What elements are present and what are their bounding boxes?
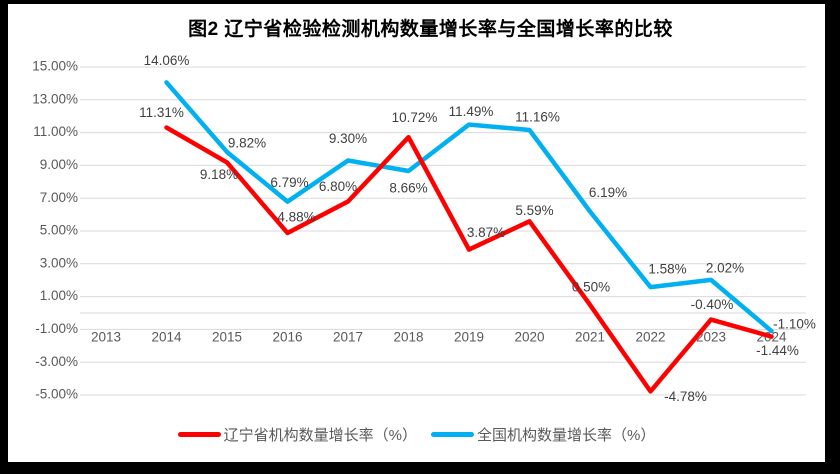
y-tick-label: 9.00% — [40, 157, 78, 172]
legend-label-liaoning: 辽宁省机构数量增长率（%） — [223, 427, 417, 444]
y-tick-label: 13.00% — [32, 91, 78, 106]
y-tick-label: 7.00% — [40, 190, 78, 205]
data-label: 6.79% — [270, 175, 308, 190]
legend-label-national: 全国机构数量增长率（%） — [477, 427, 656, 444]
data-label: 1.58% — [648, 262, 686, 277]
data-label: 8.66% — [389, 181, 427, 196]
data-label: 9.82% — [228, 136, 266, 151]
y-tick-label: -5.00% — [35, 387, 78, 402]
chart-legend: 辽宁省机构数量增长率（%） 全国机构数量增长率（%） — [8, 424, 825, 445]
data-label: -1.44% — [756, 343, 799, 358]
x-tick-label: 2017 — [333, 330, 363, 345]
data-label: 9.18% — [200, 167, 238, 182]
y-tick-label: 5.00% — [40, 223, 78, 238]
x-tick-label: 2014 — [151, 330, 182, 345]
data-label: 0.50% — [572, 279, 610, 294]
chart-title: 图2 辽宁省检验检测机构数量增长率与全国增长率的比较 — [188, 19, 673, 40]
data-label: 11.49% — [449, 104, 494, 119]
legend-line-swatch-national — [431, 432, 474, 437]
data-label: 2.02% — [706, 260, 744, 275]
x-tick-label: 2020 — [514, 330, 544, 345]
data-label: 5.59% — [515, 203, 553, 218]
line-chart-plot: 15.00% 13.00% 11.00% 9.00% 7.00% 5.00% 3.00% 1.… — [32, 53, 816, 404]
y-tick-label: 15.00% — [32, 59, 78, 74]
x-tick-label: 2022 — [635, 330, 665, 345]
data-label: 6.19% — [589, 185, 627, 200]
x-tick-label: 2015 — [212, 330, 242, 345]
x-tick-label: 2019 — [454, 330, 484, 345]
series-line-liaoning — [164, 125, 774, 394]
data-label: 4.88% — [277, 210, 315, 225]
y-tick-label: 3.00% — [40, 255, 78, 270]
data-label: 9.30% — [329, 131, 367, 146]
data-label: 10.72% — [392, 110, 438, 125]
y-tick-label: -1.00% — [35, 321, 78, 336]
y-tick-label: 1.00% — [40, 288, 78, 303]
data-label: 3.87% — [467, 225, 505, 240]
data-label: -0.40% — [691, 297, 734, 312]
series-line-national — [164, 80, 774, 334]
y-tick-label: -3.00% — [35, 354, 78, 369]
x-tick-label: 2018 — [393, 330, 423, 345]
y-tick-label: 11.00% — [33, 124, 78, 139]
data-label: -4.78% — [664, 389, 707, 404]
legend-item-national: 全国机构数量增长率（%） — [431, 424, 655, 445]
data-label: 14.06% — [144, 53, 190, 68]
data-label: -1.10% — [773, 317, 816, 332]
x-tick-label: 2013 — [91, 330, 121, 345]
x-tick-label: 2021 — [575, 330, 605, 345]
data-label: 6.80% — [319, 179, 357, 194]
data-label: 11.16% — [515, 110, 560, 125]
legend-item-liaoning: 辽宁省机构数量增长率（%） — [177, 424, 417, 445]
data-label: 11.31% — [139, 105, 184, 120]
x-tick-label: 2016 — [272, 330, 302, 345]
legend-line-swatch-liaoning — [177, 432, 221, 437]
x-tick-label: 2023 — [696, 330, 726, 345]
chart-canvas: 图2 辽宁省检验检测机构数量增长率与全国增长率的比较 15.00% 13.00% 1… — [8, 4, 825, 462]
